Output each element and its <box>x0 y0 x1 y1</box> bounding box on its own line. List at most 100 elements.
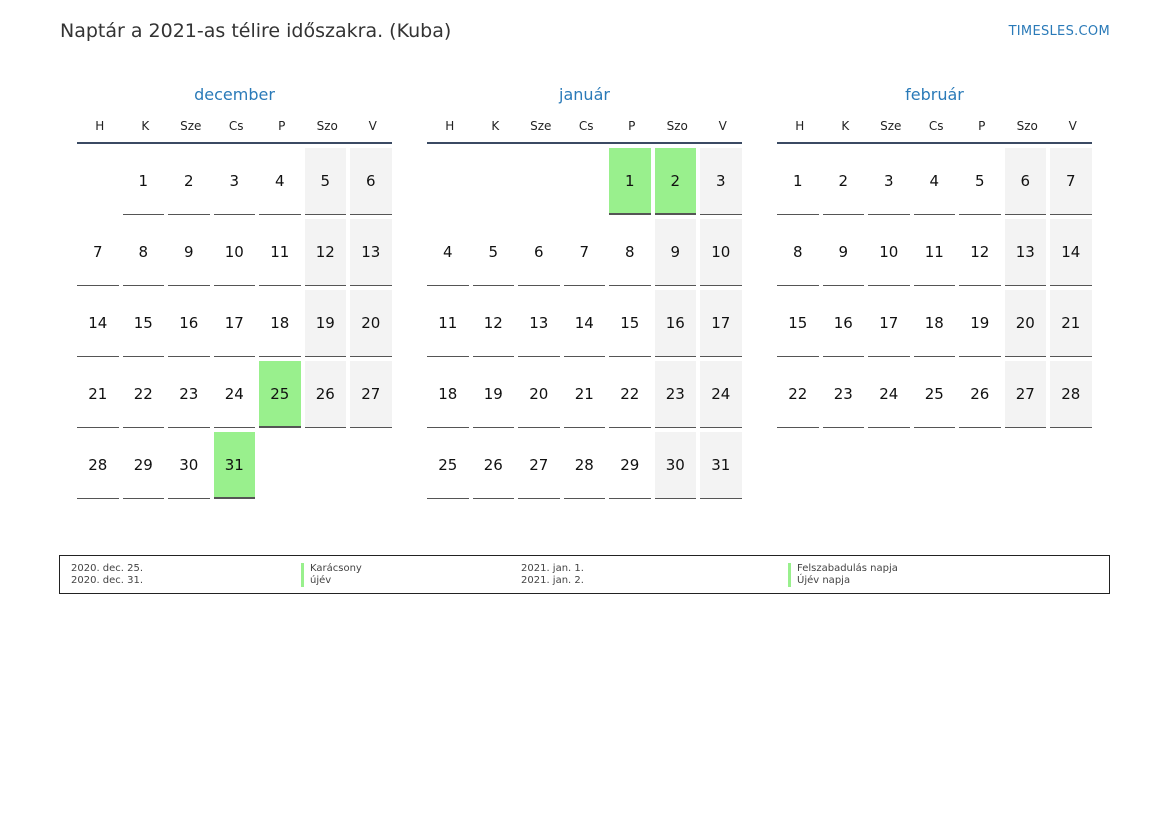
day-cell[interactable]: 24 <box>213 361 255 428</box>
day-cell[interactable]: 31 <box>213 432 255 499</box>
day-cell[interactable]: 23 <box>168 361 210 428</box>
day-cell[interactable]: 3 <box>213 148 255 215</box>
day-cell[interactable]: 20 <box>350 290 392 357</box>
day-cell[interactable]: 28 <box>563 432 605 499</box>
empty-day-cell <box>564 148 606 215</box>
day-cell[interactable]: 21 <box>1050 290 1092 357</box>
day-cell[interactable]: 16 <box>654 290 696 357</box>
day-cell[interactable]: 15 <box>609 290 651 357</box>
day-cell[interactable]: 3 <box>700 148 742 215</box>
day-cell[interactable]: 8 <box>777 219 819 286</box>
day-cell[interactable]: 27 <box>350 361 392 428</box>
day-cell[interactable]: 24 <box>868 361 910 428</box>
day-cell[interactable]: 12 <box>472 290 514 357</box>
day-cell[interactable]: 10 <box>700 219 742 286</box>
day-cell[interactable]: 18 <box>913 290 955 357</box>
day-cell[interactable]: 9 <box>168 219 210 286</box>
day-cell[interactable]: 1 <box>777 148 819 215</box>
day-cell[interactable]: 13 <box>350 219 392 286</box>
day-cell[interactable]: 22 <box>777 361 819 428</box>
day-cell[interactable]: 15 <box>122 290 164 357</box>
day-cell[interactable]: 12 <box>304 219 346 286</box>
legend-holiday-name: Karácsony <box>301 563 362 575</box>
day-cell[interactable]: 3 <box>868 148 910 215</box>
day-cell[interactable]: 13 <box>518 290 560 357</box>
day-cell[interactable]: 14 <box>1050 219 1092 286</box>
day-cell[interactable]: 18 <box>259 290 301 357</box>
day-cell[interactable]: 6 <box>350 148 392 215</box>
day-cell[interactable]: 16 <box>822 290 864 357</box>
day-cell[interactable]: 9 <box>654 219 696 286</box>
day-cell[interactable]: 7 <box>77 219 119 286</box>
day-cell[interactable]: 4 <box>427 219 469 286</box>
day-cell[interactable]: 5 <box>304 148 346 215</box>
day-cell[interactable]: 4 <box>259 148 301 215</box>
day-cell[interactable]: 17 <box>868 290 910 357</box>
day-cell[interactable]: 23 <box>654 361 696 428</box>
day-cell[interactable]: 11 <box>427 290 469 357</box>
day-cell[interactable]: 16 <box>168 290 210 357</box>
day-cell[interactable]: 4 <box>913 148 955 215</box>
day-cell[interactable]: 2 <box>168 148 210 215</box>
day-cell[interactable]: 30 <box>654 432 696 499</box>
day-cell[interactable]: 22 <box>122 361 164 428</box>
day-cell[interactable]: 7 <box>1050 148 1092 215</box>
day-cell[interactable]: 21 <box>77 361 119 428</box>
day-cell[interactable]: 6 <box>1004 148 1046 215</box>
day-cell[interactable]: 9 <box>822 219 864 286</box>
empty-day-cell <box>77 148 119 215</box>
day-cell[interactable]: 30 <box>168 432 210 499</box>
empty-day-cell <box>305 432 347 499</box>
day-cell[interactable]: 11 <box>259 219 301 286</box>
day-cell[interactable]: 29 <box>609 432 651 499</box>
day-cell[interactable]: 7 <box>563 219 605 286</box>
day-cell[interactable]: 26 <box>304 361 346 428</box>
day-cell[interactable]: 25 <box>259 361 301 428</box>
day-cell[interactable]: 18 <box>427 361 469 428</box>
page-title: Naptár a 2021-as télire időszakra. (Kuba… <box>60 20 452 42</box>
day-cell[interactable]: 25 <box>913 361 955 428</box>
day-cell[interactable]: 6 <box>518 219 560 286</box>
day-cell[interactable]: 10 <box>868 219 910 286</box>
day-cell[interactable]: 11 <box>913 219 955 286</box>
day-cell[interactable]: 1 <box>122 148 164 215</box>
day-cell[interactable]: 17 <box>700 290 742 357</box>
day-cell[interactable]: 17 <box>213 290 255 357</box>
legend-date: 2020. dec. 31. <box>71 575 144 586</box>
day-cell[interactable]: 10 <box>213 219 255 286</box>
day-cell[interactable]: 19 <box>304 290 346 357</box>
day-cell[interactable]: 19 <box>959 290 1001 357</box>
day-cell[interactable]: 14 <box>77 290 119 357</box>
weekday-label: H <box>445 119 455 133</box>
day-cell[interactable]: 25 <box>427 432 469 499</box>
day-cell[interactable]: 27 <box>1004 361 1046 428</box>
day-cell[interactable]: 20 <box>1004 290 1046 357</box>
day-cell[interactable]: 22 <box>609 361 651 428</box>
day-cell[interactable]: 15 <box>777 290 819 357</box>
day-grid: 1 2 3 4 5 6 7 8 9 10 11 12 13 14 15 16 17 18 19 20 21 22 23 24 2… <box>77 148 392 499</box>
day-cell[interactable]: 27 <box>518 432 560 499</box>
day-cell[interactable]: 8 <box>609 219 651 286</box>
site-link[interactable]: TIMESLES.COM <box>1008 24 1110 39</box>
day-cell[interactable]: 14 <box>563 290 605 357</box>
day-cell[interactable]: 1 <box>609 148 651 215</box>
day-cell[interactable]: 20 <box>518 361 560 428</box>
day-cell[interactable]: 12 <box>959 219 1001 286</box>
weekday-label: V <box>718 119 727 133</box>
day-cell[interactable]: 23 <box>822 361 864 428</box>
day-cell[interactable]: 28 <box>77 432 119 499</box>
day-cell[interactable]: 2 <box>822 148 864 215</box>
day-cell[interactable]: 31 <box>700 432 742 499</box>
day-cell[interactable]: 8 <box>122 219 164 286</box>
day-cell[interactable]: 13 <box>1004 219 1046 286</box>
day-cell[interactable]: 24 <box>700 361 742 428</box>
day-cell[interactable]: 5 <box>959 148 1001 215</box>
day-cell[interactable]: 26 <box>472 432 514 499</box>
day-cell[interactable]: 28 <box>1050 361 1092 428</box>
day-cell[interactable]: 29 <box>122 432 164 499</box>
day-cell[interactable]: 26 <box>959 361 1001 428</box>
day-cell[interactable]: 19 <box>472 361 514 428</box>
day-cell[interactable]: 21 <box>563 361 605 428</box>
day-cell[interactable]: 2 <box>654 148 696 215</box>
day-cell[interactable]: 5 <box>472 219 514 286</box>
